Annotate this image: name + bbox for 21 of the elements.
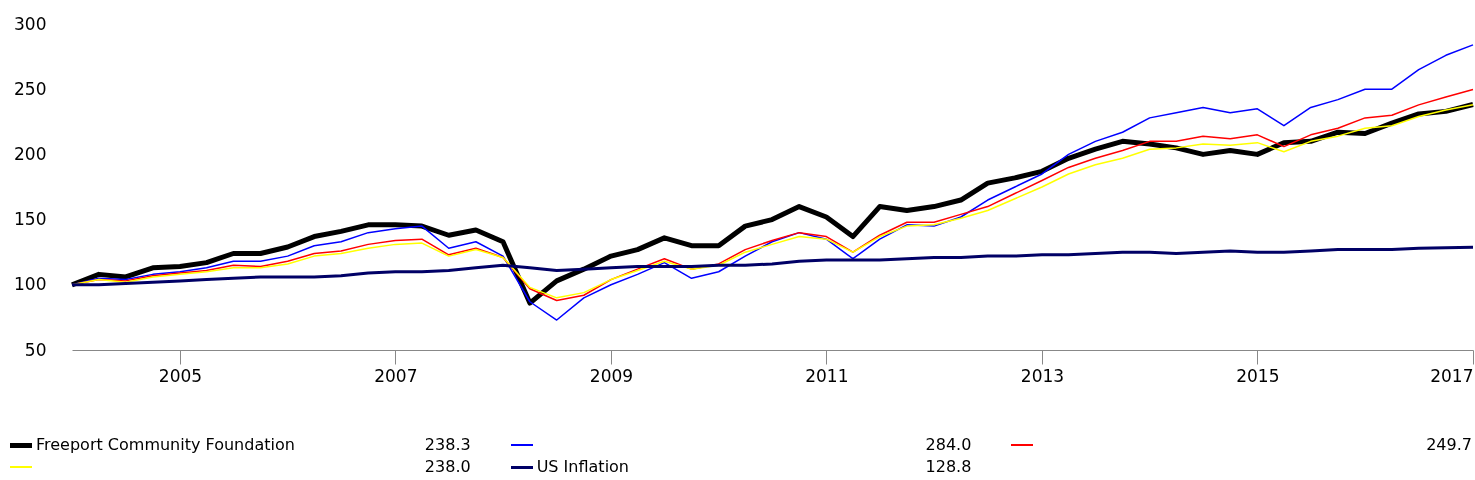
x-tick-label: 2009 (589, 365, 634, 386)
text: 238.0 (424, 456, 471, 478)
x-tick-label: 2007 (374, 365, 418, 386)
line-series (70, 245, 1475, 287)
x-tick-label: 2013 (1020, 365, 1065, 386)
x-tick-label: 2011 (805, 365, 849, 386)
text: 128.8 (925, 456, 972, 478)
y-tick-label: 250 (14, 78, 47, 99)
y-tick-label: 150 (14, 209, 47, 230)
y-tick-label: 50 (24, 339, 47, 360)
y-tick-label: 200 (14, 143, 47, 164)
y-tick-label: 300 (14, 13, 47, 34)
legend-label: Freeport Community Foundation (36, 434, 296, 456)
x-tick-label: 2005 (158, 365, 203, 386)
y-tick-label: 100 (14, 274, 47, 295)
text: 249.7 (1426, 434, 1472, 456)
x-tick-label: 2015 (1236, 365, 1280, 386)
text: 238.3 (424, 434, 471, 456)
legend-label: US Inflation (536, 456, 630, 478)
x-tick-label: 2017 (1430, 365, 1474, 386)
text: 284.0 (925, 434, 972, 456)
